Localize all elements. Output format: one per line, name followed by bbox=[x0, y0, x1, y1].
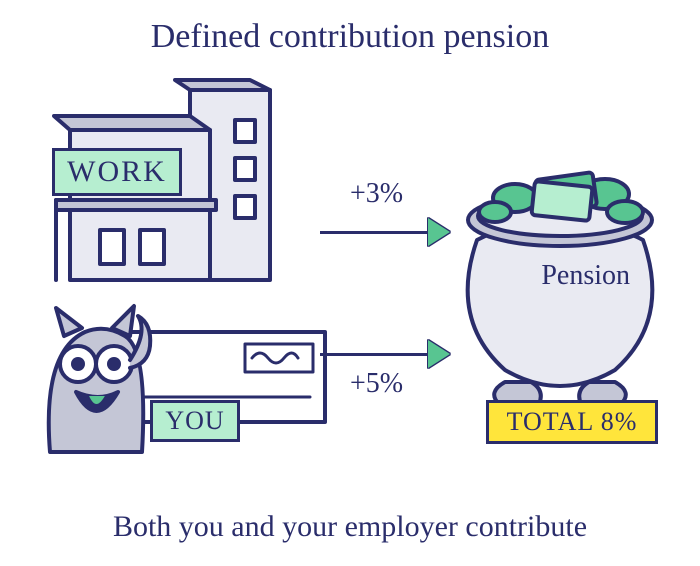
total-label: TOTAL 8% bbox=[486, 400, 658, 444]
diagram-stage: WORK bbox=[0, 70, 700, 490]
you-label: YOU bbox=[150, 400, 240, 442]
pension-pot-label: Pension bbox=[541, 260, 630, 292]
page-subtitle: Both you and your employer contribute bbox=[0, 510, 700, 544]
employee-contribution-pct: +5% bbox=[350, 368, 403, 400]
employer-contribution-pct: +3% bbox=[350, 178, 403, 210]
employer-arrow-icon bbox=[320, 218, 450, 246]
page-title: Defined contribution pension bbox=[0, 0, 700, 56]
employee-arrow-icon bbox=[320, 340, 450, 368]
work-label: WORK bbox=[52, 148, 182, 196]
